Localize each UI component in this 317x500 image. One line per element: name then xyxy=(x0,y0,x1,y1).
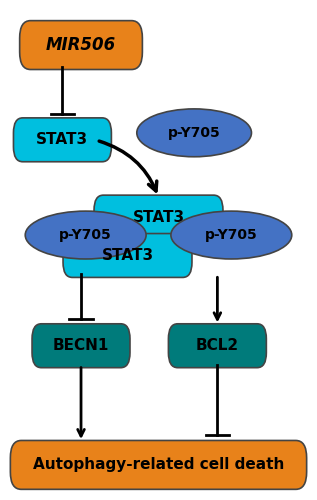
FancyBboxPatch shape xyxy=(10,440,307,490)
Text: BCL2: BCL2 xyxy=(196,338,239,353)
Text: STAT3: STAT3 xyxy=(101,248,153,263)
FancyBboxPatch shape xyxy=(63,234,192,278)
Text: p-Y705: p-Y705 xyxy=(59,228,112,242)
FancyBboxPatch shape xyxy=(20,20,142,70)
Ellipse shape xyxy=(171,211,292,259)
Text: BECN1: BECN1 xyxy=(53,338,109,353)
Text: STAT3: STAT3 xyxy=(133,210,184,224)
FancyArrowPatch shape xyxy=(99,141,157,191)
FancyBboxPatch shape xyxy=(13,118,111,162)
FancyBboxPatch shape xyxy=(168,324,266,368)
Ellipse shape xyxy=(25,211,146,259)
Text: STAT3: STAT3 xyxy=(36,132,88,148)
Text: Autophagy-related cell death: Autophagy-related cell death xyxy=(33,458,284,472)
FancyBboxPatch shape xyxy=(94,195,223,239)
Text: p-Y705: p-Y705 xyxy=(168,126,221,140)
Text: p-Y705: p-Y705 xyxy=(205,228,258,242)
FancyBboxPatch shape xyxy=(32,324,130,368)
Ellipse shape xyxy=(137,109,251,157)
Text: MIR506: MIR506 xyxy=(46,36,116,54)
